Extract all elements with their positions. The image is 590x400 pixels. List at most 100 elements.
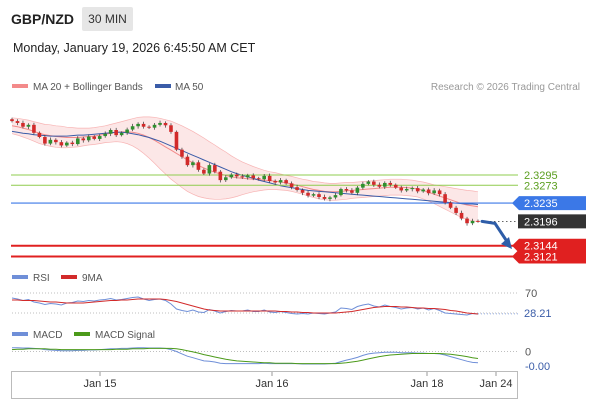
legend-label-macd: MACD [33,330,62,341]
support-level-label: 2.3121 [524,252,558,264]
candle-body [421,189,425,192]
candle-body [344,189,349,191]
price-legend: MA 20 + Bollinger Bands MA 50 [12,82,204,93]
legend-label-bollinger: MA 20 + Bollinger Bands [33,82,143,93]
candle-body [372,181,376,185]
candle-body [152,124,157,128]
candle-body [300,189,305,193]
candle-body [437,190,442,195]
x-tick-label: Jan 24 [479,378,512,390]
candle-body [240,176,245,178]
candle-body [21,122,25,127]
candle-body [86,136,91,141]
copyright-text: Research © 2026 Trading Central [431,82,580,93]
candle-body [103,133,107,137]
candle-body [70,142,75,145]
candle-body [350,190,354,193]
candle-body [454,207,458,213]
support-level-tag [512,238,586,253]
legend-swatch-macd [12,332,28,336]
candle-body [465,218,469,224]
candle-body [75,138,80,145]
candle-body [141,123,146,127]
current-price-tag [518,214,586,229]
candle-body [59,142,64,146]
candle-body [256,178,261,180]
candle-body [388,182,393,185]
candle-body [81,138,86,141]
x-axis-frame [11,371,518,399]
bollinger-band-fill [12,116,478,222]
resistance-level-label: 2.3273 [524,180,558,192]
rsi-legend: RSI 9MA [12,273,103,284]
candle-body [333,195,338,198]
rsi-line [11,296,479,316]
ma20-line [11,125,479,208]
candle-body [476,220,480,222]
candle-body [426,189,431,194]
legend-label-rsi-ma: 9MA [82,273,103,284]
candle-body [377,184,382,187]
x-tick-label: Jan 16 [255,378,288,390]
timeframe-badge[interactable]: 30 MIN [82,7,133,31]
candle-body [339,189,343,196]
legend-swatch-bollinger [12,84,28,88]
rsi-panel: 70 28.21 [11,288,552,320]
legend-swatch-ma50 [155,84,171,88]
current-price-label: 2.3196 [524,216,558,228]
candle-body [15,121,20,123]
instrument-title: GBP/NZD [11,11,74,27]
pivot-level-tag [512,196,586,211]
candle-body [180,149,184,157]
candle-body [251,175,256,179]
candle-body [43,137,47,144]
candle-body [404,189,409,191]
candle-body [443,194,447,203]
candle-body [366,181,371,184]
candle-body [92,136,97,139]
support-level-tag [512,249,586,264]
candle-body [37,132,42,138]
candle-body [415,188,420,192]
candle-body [361,183,365,188]
candle-body [224,177,228,181]
resistance-level-label: 2.3295 [524,170,558,182]
macd-legend: MACD MACD Signal [12,330,155,341]
candle-body [119,132,124,136]
candle-body [202,169,206,174]
legend-swatch-macd-signal [74,332,90,336]
candle-body [410,188,415,190]
rsi-ma-line [12,298,479,315]
macd-zero-label: 0 [525,347,531,359]
x-tick-label: Jan 18 [410,378,443,390]
ma50-line [11,130,479,205]
candle-body [218,171,223,181]
candle-body [262,175,266,180]
pivot-level-label: 2.3235 [524,198,558,210]
candle-body [322,196,327,199]
candle-body [213,165,217,172]
candle-body [399,187,404,191]
candle-body [355,187,360,193]
timestamp-label: Monday, January 19, 2026 6:45:50 AM CET [13,41,256,55]
candle-body [284,180,288,184]
projection-arrow-head [501,237,512,250]
candle-body [295,187,299,190]
candle-body [125,129,129,133]
candle-body [97,136,102,139]
candle-body [185,156,190,166]
candle-body [114,129,118,136]
candle-body [136,123,140,127]
candle-body [174,131,179,150]
legend-swatch-rsi [12,275,28,279]
candle-body [234,174,239,177]
macd-panel: 0 -0.00 [11,347,550,373]
macd-value-label: -0.00 [525,361,550,373]
legend-label-macd-signal: MACD Signal [95,330,155,341]
candle-body [26,124,31,127]
candle-body [10,119,14,122]
rsi-value-label: 28.21 [524,308,552,320]
candle-body [459,212,464,219]
candle-body [245,175,250,178]
